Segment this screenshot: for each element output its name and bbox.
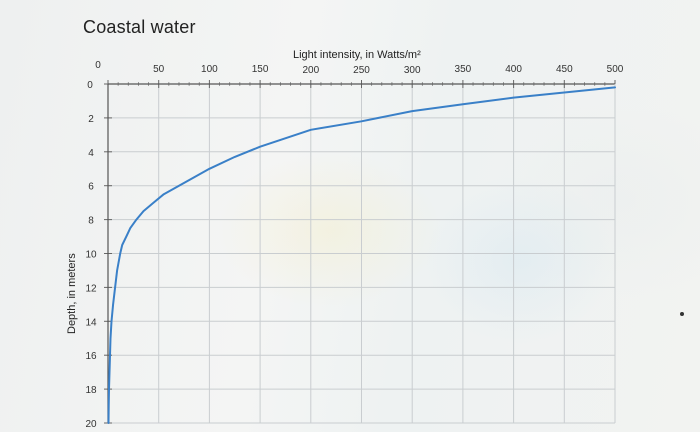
y-tick-label: 4	[88, 148, 94, 159]
y-tick-labels: 0 2 4 6 8 10 12 14 16 18 20	[85, 80, 97, 430]
y-tick-label: 2	[88, 114, 94, 125]
x-tick-label: 50	[153, 64, 165, 75]
x-tick-label: 500	[607, 64, 624, 75]
x-tick-label: 100	[201, 64, 218, 75]
y-gridlines	[108, 117, 615, 424]
x-tick-label: 0	[95, 60, 101, 71]
chart-title: Coastal water	[83, 17, 196, 37]
y-tick-label: 6	[88, 182, 94, 193]
y-tick-label: 10	[85, 250, 97, 261]
x-tick-label: 350	[455, 64, 472, 75]
axes	[104, 80, 616, 424]
x-tick-label: 250	[353, 65, 370, 76]
light-intensity-curve	[107, 86, 616, 424]
stray-mark	[680, 312, 684, 316]
x-axis-label: Light intensity, in Watts/m²	[293, 49, 421, 61]
x-tick-labels: 0 50 100 150 200 250 300 350 400 450 500	[95, 60, 624, 76]
x-tick-label: 400	[505, 64, 522, 75]
y-tick-label: 14	[85, 317, 97, 328]
y-tick-label: 8	[88, 216, 94, 227]
x-tick-label: 450	[556, 64, 573, 75]
y-tick-label: 12	[85, 283, 97, 294]
y-tick-label: 18	[85, 385, 97, 396]
x-tick-label: 300	[404, 65, 421, 76]
y-tick-label: 20	[85, 419, 97, 430]
x-tick-label: 150	[252, 64, 269, 75]
x-tick-label: 200	[302, 65, 319, 76]
y-axis-label: Depth, in meters	[66, 253, 78, 334]
data-series	[107, 86, 616, 424]
y-tick-label: 16	[85, 351, 97, 362]
y-tick-label: 0	[87, 80, 93, 91]
